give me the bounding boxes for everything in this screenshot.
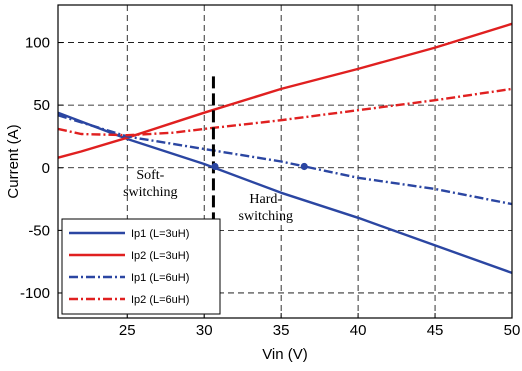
legend-label: Ip2 (L=3uH): [131, 250, 189, 262]
x-tick-label: 40: [350, 322, 367, 339]
x-axis-label: Vin (V): [262, 346, 308, 363]
series-line-1: [57, 111, 513, 275]
region-annotation-line: Soft-: [136, 168, 164, 183]
series-line-4: [57, 87, 513, 137]
series-line-2: [57, 22, 513, 159]
y-tick-label: 0: [42, 160, 50, 177]
legend-label: Ip1 (L=3uH): [131, 228, 189, 240]
y-tick-label: 100: [25, 35, 50, 52]
region-annotation: Soft-switching: [123, 168, 177, 200]
plot-frame: [57, 4, 513, 319]
legend: Ip1 (L=3uH) Ip2 (L=3uH) Ip1 (L=6uH) Ip2 (L=…: [61, 218, 221, 315]
x-tick-label: 50: [504, 322, 521, 339]
region-annotation-line: switching: [123, 185, 177, 200]
operating-point-marker: [300, 162, 308, 171]
legend-label: Ip1 (L=6uH): [131, 272, 189, 284]
y-tick-label: -50: [28, 222, 50, 239]
tick-layer: 25 30 35 40 45 50 100 50 0 -50 -100: [20, 35, 520, 339]
series-line-3: [57, 114, 513, 206]
y-tick-label: 50: [33, 97, 50, 114]
x-tick-label: 25: [119, 322, 136, 339]
region-annotation-line: Hard-: [249, 192, 282, 207]
x-tick-label: 30: [196, 322, 213, 339]
overlay-layer: Soft-switching Hard-switching: [123, 76, 308, 245]
y-tick-label: -100: [20, 285, 50, 302]
x-tick-label: 35: [273, 322, 290, 339]
y-axis-label: Current (A): [5, 124, 22, 198]
series-layer: [57, 22, 513, 275]
region-annotation-line: switching: [239, 209, 293, 224]
x-tick-label: 45: [427, 322, 444, 339]
legend-label: Ip2 (L=6uH): [131, 294, 189, 306]
region-annotation: Hard-switching: [239, 192, 293, 224]
operating-point-marker: [211, 162, 219, 171]
